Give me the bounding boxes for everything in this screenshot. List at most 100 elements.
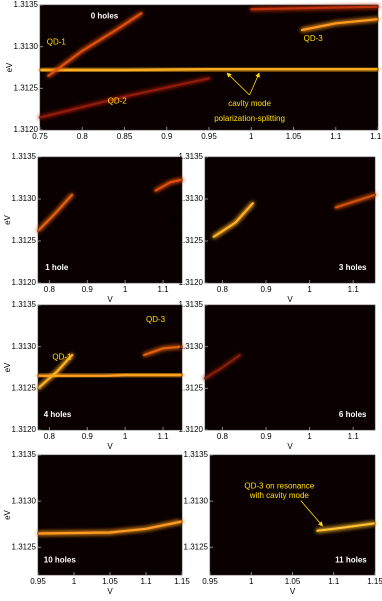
x-tick-label: 0.8 [77, 132, 89, 141]
x-tick-label: 1 [249, 577, 254, 586]
x-tick-label: 0.8 [217, 432, 229, 441]
x-tick-label: 1.1 [328, 577, 340, 586]
panel: 0.8 0.9 1 1.1 1.3120 1.3125 1.3130 1.3135 eV V 6 h… [170, 300, 377, 451]
y-axis-label: eV [3, 362, 12, 372]
annotation: 1 hole [45, 263, 69, 272]
y-tick-label: 1.3130 [12, 342, 37, 351]
y-tick-label: 1.3120 [179, 425, 204, 434]
annotation: QD-1 [47, 38, 67, 47]
x-tick-label: 1 [307, 285, 312, 294]
heatmap-background [38, 455, 182, 575]
x-tick-label: 0.8 [44, 432, 56, 441]
panel: 0.8 0.9 1 1.1 1.3120 1.3125 1.3130 1.3135 eV V 1 h… [3, 152, 184, 304]
x-tick-label: 0.9 [161, 132, 173, 141]
x-tick-label: 1 [307, 432, 312, 441]
panel: 0.95 1 1.05 1.1 1.15 1.3125 1.3130 1.3135 eV V 11 … [175, 450, 382, 596]
annotation: QD-2 [108, 96, 128, 105]
intensity-trace [47, 12, 143, 77]
intensity-trace [36, 373, 184, 377]
y-tick-label: 1.3125 [179, 383, 204, 392]
intensity-trace [250, 5, 380, 11]
panel: 0.8 0.9 1 1.1 1.3120 1.3125 1.3130 1.3135 eV V 4 h… [3, 300, 184, 451]
y-axis-label: eV [5, 62, 14, 72]
annotation: QD-3 [304, 34, 324, 43]
arrow [300, 500, 324, 527]
x-tick-label: 0.8 [44, 285, 56, 294]
x-tick-label: 0.95 [201, 132, 217, 141]
x-tick-label: 1.15 [174, 577, 190, 586]
heatmap-background [205, 305, 375, 430]
intensity-trace [154, 178, 184, 192]
y-tick-label: 1.3120 [12, 278, 37, 287]
x-tick-label: 1.15 [367, 577, 382, 586]
y-axis-label: eV [3, 214, 12, 224]
y-tick-label: 1.3125 [184, 542, 209, 551]
intensity-trace [36, 520, 184, 535]
y-tick-label: 1.3130 [184, 496, 209, 505]
x-tick-label: 1 [72, 577, 77, 586]
x-tick-label: 1.1 [157, 285, 169, 294]
x-tick-label: 1.15 [370, 132, 382, 141]
arrow [226, 72, 250, 96]
y-tick-label: 1.3125 [12, 236, 37, 245]
panel: 0.8 0.9 1 1.1 1.3120 1.3125 1.3130 1.3135 eV V 3 h… [170, 152, 377, 304]
annotation: cavity mode [228, 99, 271, 108]
annotation: 0 holes [91, 11, 119, 20]
y-tick-label: 1.3120 [179, 278, 204, 287]
x-tick-label: 1.05 [286, 132, 302, 141]
heatmap-background [40, 5, 378, 130]
x-axis-label: V [107, 587, 113, 596]
x-tick-label: 0.9 [82, 432, 94, 441]
intensity-trace [212, 202, 254, 238]
panel: 0.75 0.8 0.85 0.9 0.95 1 1.05 1.1 1.15 1.3120 1.31… [5, 0, 382, 141]
x-tick-label: 1 [123, 285, 128, 294]
intensity-trace [38, 77, 211, 119]
heatmap-background [205, 157, 375, 283]
x-tick-label: 1.1 [348, 432, 360, 441]
x-axis-label: V [107, 442, 113, 451]
plot-frame [204, 304, 376, 431]
x-tick-label: 0.9 [260, 432, 272, 441]
x-tick-label: 0.95 [30, 577, 46, 586]
x-axis-label: V [290, 587, 296, 596]
y-tick-label: 1.3130 [14, 42, 39, 51]
intensity-trace [316, 522, 377, 532]
x-tick-label: 1.05 [285, 577, 301, 586]
y-tick-label: 1.3125 [179, 236, 204, 245]
intensity-trace [38, 68, 380, 72]
plot-frame [37, 156, 183, 284]
panel: 0.95 1 1.05 1.1 1.15 1.3125 1.3130 1.3135 eV V 10 … [3, 450, 190, 596]
annotation: QD-1 [52, 353, 72, 362]
x-tick-label: 0.85 [117, 132, 133, 141]
y-tick-label: 1.3125 [12, 383, 37, 392]
x-axis-label: V [107, 295, 113, 304]
heatmap-background [210, 455, 375, 575]
intensity-trace [334, 193, 377, 209]
y-tick-label: 1.3120 [14, 125, 39, 134]
y-axis-label: eV [170, 214, 179, 224]
x-tick-label: 1.1 [140, 577, 152, 586]
annotation: polarization-splitting [214, 114, 285, 123]
y-tick-label: 1.3135 [14, 0, 39, 9]
y-tick-label: 1.3130 [12, 496, 37, 505]
intensity-trace [36, 193, 74, 232]
plot-frame [37, 304, 183, 431]
y-tick-label: 1.3130 [179, 342, 204, 351]
heatmap-background [38, 157, 182, 283]
x-tick-label: 1.1 [330, 132, 342, 141]
annotation: 6 holes [339, 410, 367, 419]
y-tick-label: 1.3125 [14, 83, 39, 92]
x-tick-label: 0.9 [260, 285, 272, 294]
x-tick-label: 1.05 [102, 577, 118, 586]
arrow [249, 72, 260, 96]
annotation: QD-3 on resonance [244, 481, 314, 490]
y-tick-label: 1.3135 [12, 300, 37, 309]
x-tick-label: 0.9 [82, 285, 94, 294]
y-tick-label: 1.3120 [12, 425, 37, 434]
x-axis-label: V [287, 295, 293, 304]
x-tick-label: 1 [123, 432, 128, 441]
x-tick-label: 0.8 [217, 285, 229, 294]
intensity-trace [203, 353, 241, 380]
annotation: 4 holes [44, 410, 72, 419]
